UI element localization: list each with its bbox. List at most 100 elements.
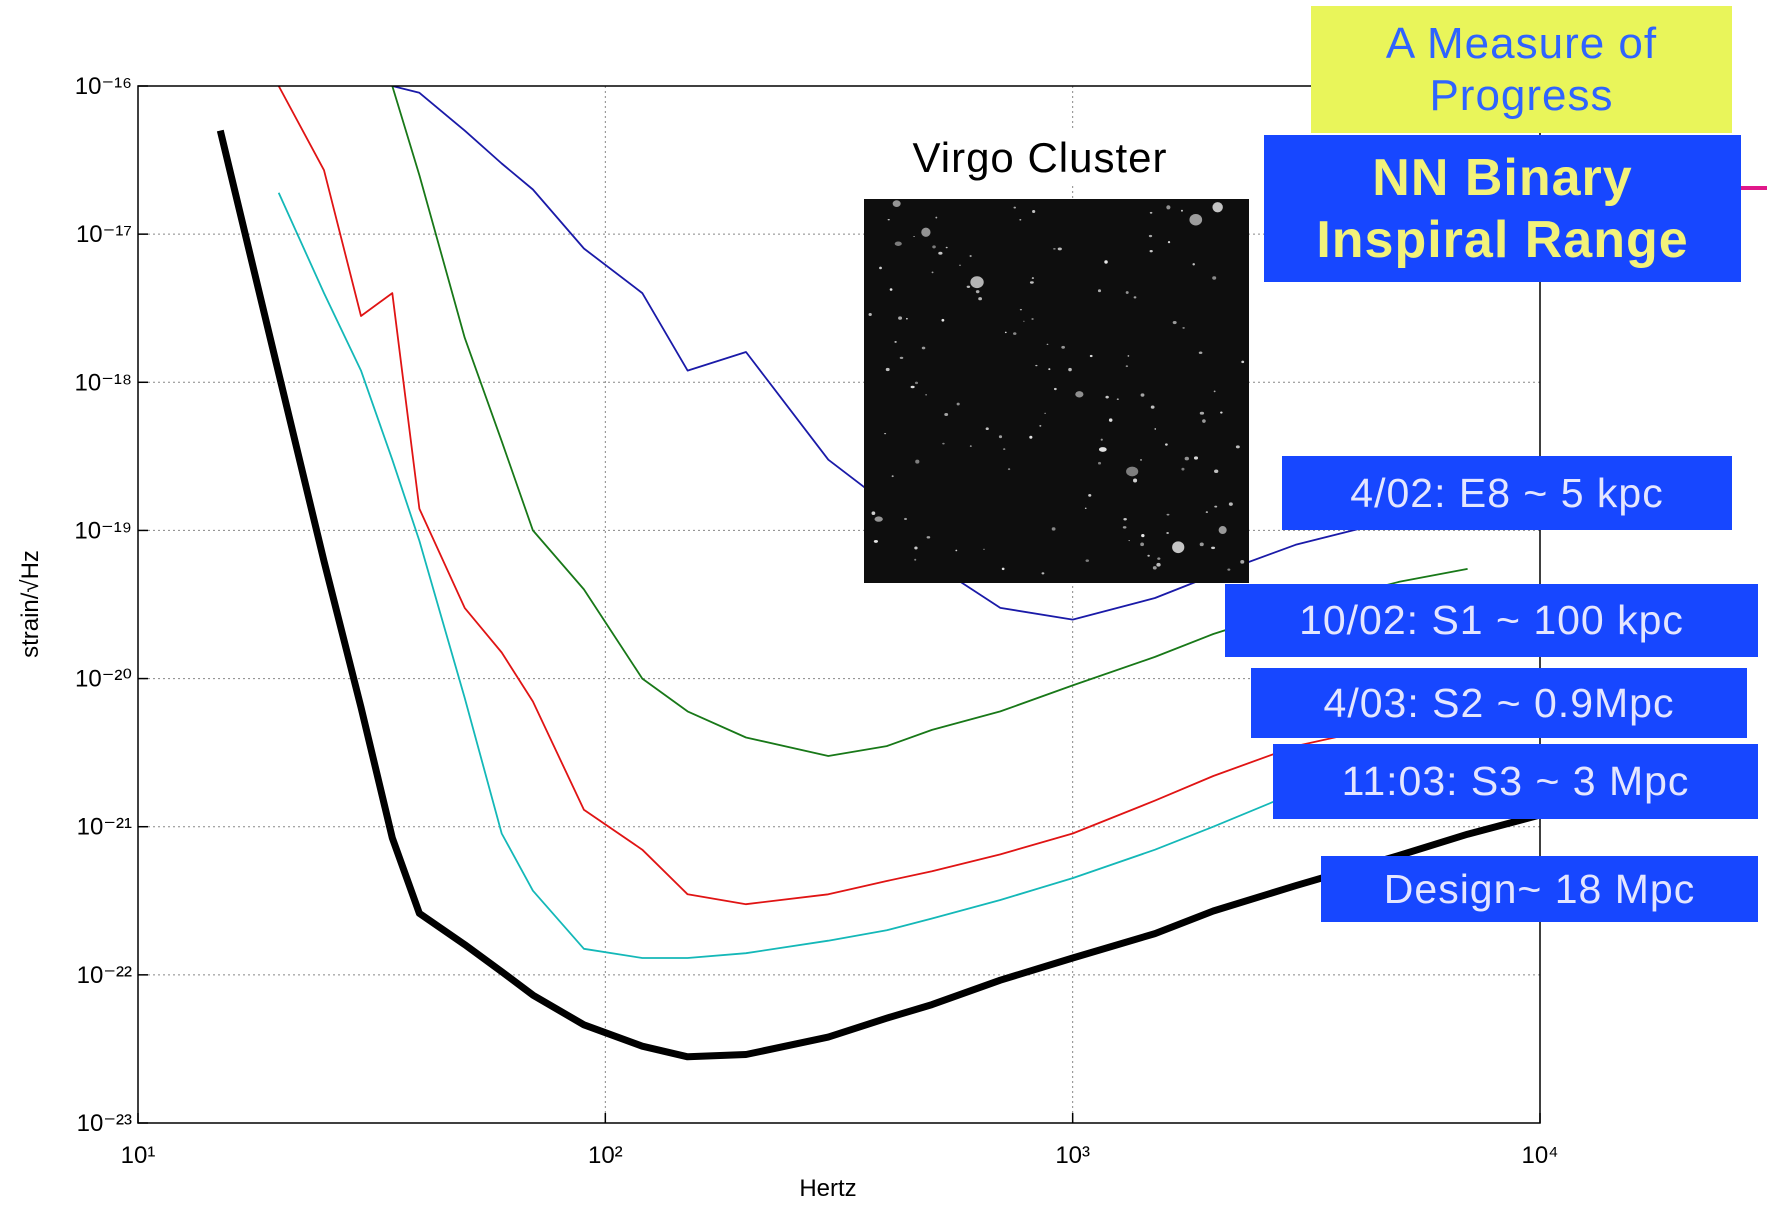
star (1202, 419, 1206, 423)
image-background (864, 199, 1249, 583)
legend-label: Design~ 18 Mpc (1321, 856, 1758, 922)
star (1199, 411, 1205, 415)
star (985, 427, 989, 431)
star (1100, 438, 1103, 441)
y-tick-label: 10⁻²³ (77, 1110, 132, 1137)
star (1212, 202, 1223, 213)
legend-label: 4/03: S2 ~ 0.9Mpc (1251, 668, 1747, 738)
star (871, 511, 876, 516)
star (894, 340, 897, 343)
star (1098, 447, 1107, 452)
star (1085, 559, 1090, 562)
legend-label: 11:03: S3 ~ 3 Mpc (1273, 744, 1758, 819)
star (887, 218, 890, 221)
star (1001, 567, 1005, 571)
star (1031, 318, 1034, 320)
star (1105, 395, 1109, 399)
star (1032, 209, 1036, 214)
star (1205, 511, 1208, 513)
star (1051, 527, 1056, 531)
x-tick-label: 10³ (1055, 1142, 1090, 1169)
star (945, 246, 948, 249)
star (1218, 526, 1227, 535)
star (1192, 263, 1195, 266)
star (931, 271, 934, 274)
y-tick-label: 10⁻¹⁶ (75, 73, 132, 100)
star (1029, 281, 1034, 284)
star (925, 393, 927, 396)
star (1240, 559, 1245, 564)
star (1125, 365, 1129, 368)
star (921, 227, 931, 237)
star (1157, 557, 1161, 560)
star (1141, 533, 1145, 538)
star (938, 251, 943, 255)
star (1152, 566, 1157, 570)
star (1220, 411, 1223, 414)
star (1227, 568, 1231, 571)
series-line (277, 192, 1400, 959)
star (1214, 469, 1219, 474)
star (1154, 428, 1157, 430)
x-tick-label: 10¹ (121, 1142, 156, 1169)
y-tick-label: 10⁻²¹ (77, 814, 132, 841)
star (1104, 260, 1108, 264)
series-line (216, 129, 1540, 1061)
x-axis-label: Hertz (799, 1175, 856, 1202)
star (1140, 542, 1145, 547)
star (1147, 554, 1150, 557)
star (1007, 468, 1011, 471)
star (1031, 277, 1034, 279)
y-tick-label: 10⁻²² (77, 962, 132, 989)
star (873, 540, 879, 543)
star (1098, 461, 1102, 465)
star (1061, 345, 1065, 349)
star (874, 516, 883, 522)
star (1150, 405, 1155, 409)
star (1019, 219, 1022, 221)
x-tick-label: 10² (588, 1142, 623, 1169)
star (1004, 331, 1007, 334)
star (1039, 425, 1042, 427)
y-tick-label: 10⁻²⁰ (75, 666, 132, 693)
star (1019, 308, 1022, 311)
star (1241, 360, 1245, 364)
star (1123, 518, 1127, 521)
star (1180, 209, 1183, 212)
star (1199, 542, 1204, 547)
star (1057, 247, 1062, 251)
star (1075, 391, 1084, 398)
star (1089, 354, 1093, 358)
star (1041, 572, 1045, 575)
star (868, 313, 872, 317)
star (1167, 241, 1171, 244)
plot-lines (216, 86, 1540, 1061)
star (1148, 234, 1153, 238)
star (956, 402, 960, 406)
star (926, 536, 931, 539)
star (921, 346, 926, 350)
axes: 10⁻²³ 10⁻²² 10⁻²¹ 10⁻²⁰ 10⁻¹⁹ 10⁻¹⁸ 10⁻¹⁷ 10⁻¹⁶… (74, 73, 1558, 1169)
star (1189, 213, 1203, 226)
star (904, 517, 907, 520)
star (1097, 289, 1102, 293)
star (1198, 351, 1203, 355)
star (966, 285, 971, 288)
star (1181, 467, 1185, 471)
star (894, 241, 902, 246)
image-caption: Virgo Cluster (860, 130, 1220, 186)
legend-label: 10/02: S1 ~ 100 kpc (1225, 584, 1758, 657)
star (1068, 367, 1072, 372)
star (879, 266, 882, 270)
legend-label: 4/02: E8 ~ 5 kpc (1282, 456, 1732, 530)
star (889, 288, 893, 291)
star (914, 558, 917, 561)
star (969, 445, 972, 447)
star (1166, 205, 1171, 210)
star (1166, 532, 1169, 534)
star (932, 245, 936, 249)
star (1172, 320, 1177, 325)
star (910, 385, 915, 389)
star (1133, 478, 1138, 483)
